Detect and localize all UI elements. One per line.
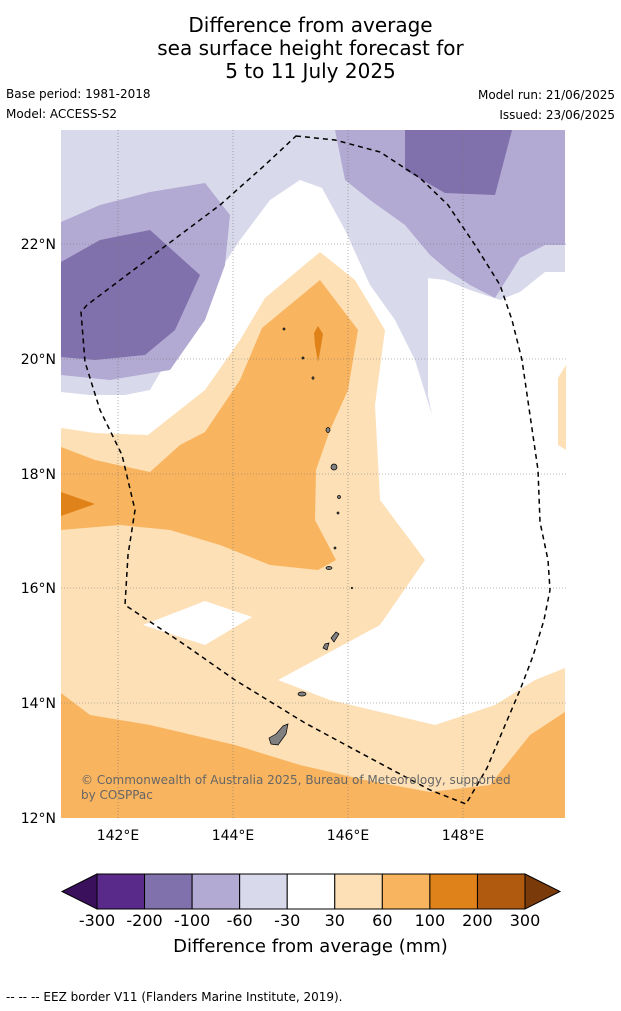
colorbar-tick-label: 300	[510, 911, 541, 930]
sea-surface-height-contours: © Commonwealth of Australia 2025, Bureau…	[61, 130, 566, 818]
island-guam	[268, 723, 289, 746]
colorbar-bin	[239, 873, 288, 910]
colorbar-bin	[286, 873, 336, 910]
lon-tick-label: 146°E	[327, 828, 370, 844]
island-saipan	[330, 631, 340, 643]
colorbar-tick-label: 100	[415, 911, 446, 930]
colorbar: -300 -200 -100 -60 -30 30 60 100 200 300	[60, 873, 562, 930]
lon-tick-label: 142°E	[97, 828, 140, 844]
island-pagan	[330, 463, 338, 471]
colorbar-tick-label: -100	[174, 911, 210, 930]
longitude-axis: 142°E 144°E 146°E 148°E	[97, 828, 485, 844]
lon-tick-label: 148°E	[442, 828, 485, 844]
neutral-pocket-southwest	[143, 601, 252, 645]
island-guguan	[336, 511, 340, 515]
eez-legend: -- -- -- EEZ border V11 (Flanders Marine…	[6, 990, 343, 1004]
colorbar-bin	[191, 873, 241, 910]
island-anatahan	[325, 566, 333, 570]
contour-plus-30-east-sliver	[558, 365, 566, 450]
contour-plus-100-spot-west	[61, 492, 95, 516]
lat-tick-label: 16°N	[21, 581, 56, 597]
title-line-3: 5 to 11 July 2025	[225, 59, 396, 83]
contour-minus-100-west	[61, 230, 200, 360]
island-rota	[297, 691, 307, 697]
island-agrihan	[325, 427, 331, 433]
lat-tick-label: 20°N	[21, 352, 56, 368]
contour-minus-100-northeast	[405, 130, 512, 195]
colorbar-tick-label: -30	[274, 911, 300, 930]
colorbar-bin	[96, 873, 146, 910]
title-line-1: Difference from average	[188, 13, 433, 37]
island-tinian	[322, 642, 330, 651]
gridlines	[61, 130, 566, 818]
island-sarigan	[333, 546, 337, 550]
copyright-line-1: © Commonwealth of Australia 2025, Bureau…	[81, 773, 511, 787]
colorbar-bin	[334, 873, 383, 910]
contour-plus-60-tongue	[61, 280, 358, 570]
colorbar-tick-label: 200	[462, 911, 493, 930]
island-maug	[301, 356, 305, 360]
contour-minus-60-northeast	[335, 130, 565, 298]
eez-border	[80, 135, 551, 805]
island-alamagan	[337, 495, 341, 499]
latitude-axis: 22°N 20°N 18°N 16°N 14°N 12°N	[21, 237, 56, 827]
colorbar-bin	[476, 873, 526, 910]
colorbar-bin	[381, 873, 431, 910]
lat-tick-label: 12°N	[21, 811, 56, 827]
lat-tick-label: 14°N	[21, 696, 56, 712]
colorbar-tick-label: 30	[325, 911, 345, 930]
lat-tick-label: 18°N	[21, 467, 56, 483]
title-line-2: sea surface height forecast for	[157, 36, 464, 60]
lat-tick-label: 22°N	[21, 237, 56, 253]
contour-plus-60-south	[61, 693, 565, 818]
issued-label: Issued: 23/06/2025	[499, 108, 615, 122]
colorbar-bin	[144, 873, 193, 910]
contour-plus-100-spot-north	[314, 326, 323, 362]
island-asuncion	[311, 376, 315, 380]
colorbar-tick-label: -300	[79, 911, 115, 930]
lon-tick-label: 144°E	[212, 828, 255, 844]
colorbar-title: Difference from average (mm)	[173, 936, 448, 957]
colorbar-tick-label: 60	[372, 911, 392, 930]
copyright-line-2: by COSPPac	[81, 788, 153, 802]
colorbar-extend-low	[60, 873, 98, 910]
colorbar-bin	[429, 873, 478, 910]
colorbar-tick-label: -200	[126, 911, 162, 930]
model-label: Model: ACCESS-S2	[6, 107, 118, 121]
map-title: Difference from average sea surface heig…	[0, 14, 621, 83]
colorbar-extend-high	[524, 873, 562, 910]
island-farallon-de-pajaros	[282, 327, 286, 331]
islands	[268, 327, 354, 746]
model-run-label: Model run: 21/06/2025	[477, 88, 615, 102]
base-period-label: Base period: 1981-2018	[6, 87, 151, 101]
colorbar-tick-label: -60	[227, 911, 253, 930]
